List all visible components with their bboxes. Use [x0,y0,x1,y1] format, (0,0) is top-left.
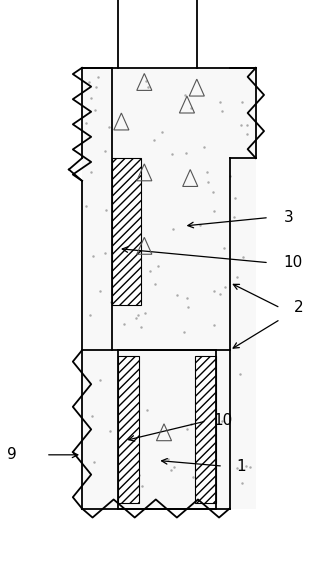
Bar [112,158,141,305]
Bar [118,356,139,503]
Text: 10: 10 [213,414,233,428]
Text: 10: 10 [284,255,303,270]
Bar [82,68,256,350]
Bar [195,356,216,503]
Text: 9: 9 [7,447,16,462]
Bar [82,350,256,508]
Text: 3: 3 [284,210,294,225]
Text: 1: 1 [236,459,246,473]
Text: 2: 2 [294,301,303,315]
